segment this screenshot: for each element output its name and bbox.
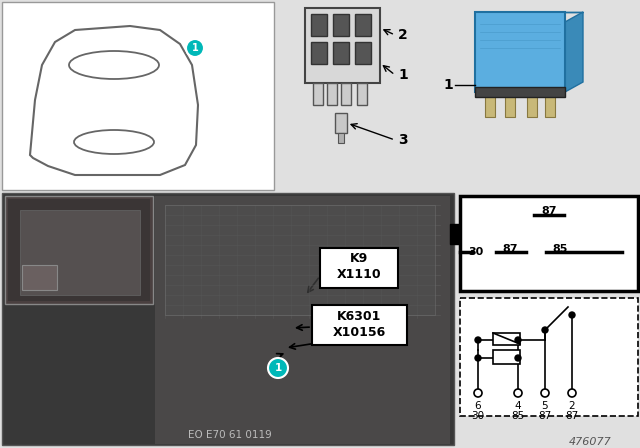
Circle shape [475, 337, 481, 343]
Text: K9: K9 [350, 253, 368, 266]
Bar [475, 12, 565, 92]
Text: 1: 1 [444, 78, 453, 92]
Text: 1: 1 [191, 43, 198, 53]
Bar [455, 2, 638, 190]
Bar [155, 196, 450, 444]
Bar [22, 265, 57, 290]
Bar [2, 193, 454, 445]
Circle shape [568, 389, 576, 397]
Bar [311, 14, 327, 36]
Bar [327, 83, 337, 105]
Text: 87: 87 [541, 206, 557, 216]
Text: 476077: 476077 [568, 437, 611, 447]
Text: X10156: X10156 [333, 326, 386, 339]
Bar [341, 83, 351, 105]
Bar [284, 2, 444, 190]
Circle shape [541, 389, 549, 397]
Text: 5: 5 [541, 401, 548, 411]
Bar [505, 92, 515, 117]
Text: 6: 6 [475, 401, 481, 411]
Text: 85: 85 [552, 244, 568, 254]
Bar [335, 113, 347, 133]
Text: 1: 1 [275, 363, 282, 373]
Bar [493, 333, 520, 345]
Bar [2, 2, 274, 190]
Bar [313, 83, 323, 105]
Bar [20, 210, 140, 295]
Text: EO E70 61 0119: EO E70 61 0119 [188, 430, 272, 440]
Bar [305, 8, 380, 83]
Text: 3: 3 [398, 133, 408, 147]
Bar [338, 133, 344, 143]
Circle shape [515, 337, 521, 343]
Text: X1110: X1110 [337, 268, 381, 281]
Text: 1: 1 [398, 68, 408, 82]
Bar [527, 92, 537, 117]
Text: 30: 30 [472, 411, 484, 421]
Bar [460, 196, 638, 291]
Bar [638, 224, 640, 244]
Circle shape [186, 39, 204, 57]
Text: K6301: K6301 [337, 310, 381, 323]
Text: 87: 87 [502, 244, 518, 254]
Circle shape [542, 327, 548, 333]
Circle shape [475, 355, 481, 361]
Circle shape [474, 389, 482, 397]
Bar [333, 14, 349, 36]
Circle shape [569, 312, 575, 318]
Circle shape [515, 355, 521, 361]
Polygon shape [30, 26, 198, 175]
Bar [493, 350, 520, 364]
Bar [165, 205, 435, 315]
Bar [485, 92, 495, 117]
Text: 2: 2 [569, 401, 575, 411]
Bar [320, 248, 398, 288]
Bar [355, 14, 371, 36]
Text: 87: 87 [565, 411, 579, 421]
Text: 30: 30 [468, 247, 483, 257]
Bar [311, 42, 327, 64]
Text: 87: 87 [538, 411, 552, 421]
Bar [475, 87, 565, 97]
Bar [312, 305, 407, 345]
Text: 85: 85 [511, 411, 525, 421]
Bar [5, 196, 153, 304]
Bar [355, 42, 371, 64]
Bar [8, 199, 150, 301]
Circle shape [514, 389, 522, 397]
Text: 2: 2 [398, 28, 408, 42]
Polygon shape [565, 12, 583, 92]
Bar [357, 83, 367, 105]
Bar [450, 224, 460, 244]
Circle shape [268, 358, 288, 378]
Bar [460, 298, 638, 416]
Text: 4: 4 [515, 401, 522, 411]
Bar [545, 92, 555, 117]
Bar [333, 42, 349, 64]
